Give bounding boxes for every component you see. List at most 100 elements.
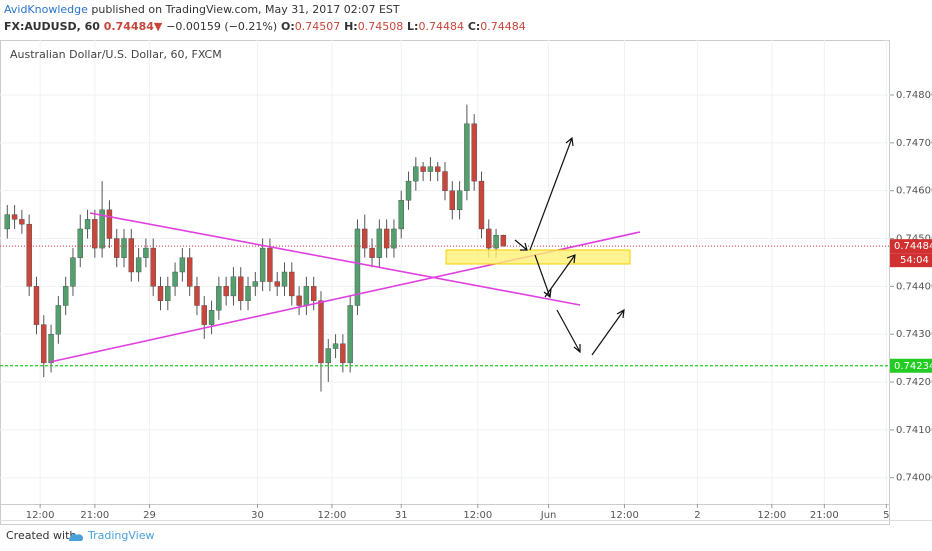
candle-body <box>413 166 419 182</box>
candle-body <box>340 343 346 364</box>
candle-body <box>201 305 207 325</box>
candle-body <box>456 190 463 211</box>
candle-body <box>11 214 18 220</box>
candle-body <box>347 305 353 364</box>
y-tick-label: 0.74800 <box>896 90 932 101</box>
brand[interactable]: TradingView <box>88 529 155 542</box>
candle-body <box>267 247 273 282</box>
x-tick-label: 31 <box>395 510 408 521</box>
published: published on TradingView.com, May 31, 20… <box>91 3 400 16</box>
last: 0.74484 <box>103 20 154 33</box>
price-label-bg <box>890 239 932 254</box>
x-tick-label: 12:00 <box>463 510 492 521</box>
candle-body <box>121 238 127 258</box>
o: 0.74507 <box>294 20 341 33</box>
candle-body <box>143 247 149 258</box>
x-tick-label: 12:00 <box>757 510 786 521</box>
x-tick-label: 12:00 <box>318 510 347 521</box>
l: 0.74484 <box>418 20 464 33</box>
candle-body <box>376 228 383 258</box>
x-tick-label: 12:00 <box>26 510 55 521</box>
candle-body <box>486 228 492 249</box>
x-tick-label: 21:00 <box>810 510 839 521</box>
x-tick-label: Jun <box>540 510 557 521</box>
change: −0.00159 (−0.21%) <box>166 20 278 33</box>
o-label: O: <box>281 20 295 33</box>
created: Created with <box>6 529 77 542</box>
l-label: L: <box>407 20 419 33</box>
c-label: C: <box>467 20 481 33</box>
candle-body <box>318 300 324 364</box>
candle-body <box>84 219 91 230</box>
author[interactable]: AvidKnowledge <box>4 3 88 16</box>
countdown: 54:04 <box>900 255 929 266</box>
candle-body <box>383 228 390 249</box>
candle-body <box>92 219 98 249</box>
x-tick-label: 30 <box>251 510 264 521</box>
header-line: AvidKnowledge published on TradingView.c… <box>4 3 400 16</box>
candle-body <box>420 166 426 172</box>
candle-body <box>310 286 317 301</box>
candle-body <box>165 286 171 301</box>
candle-body <box>325 348 331 364</box>
candle-body <box>259 247 266 282</box>
candle-body <box>362 228 368 249</box>
candle-body <box>216 286 222 311</box>
candle-body <box>238 276 244 301</box>
drawings <box>49 136 641 363</box>
candle-body <box>128 238 135 273</box>
candle-body <box>398 200 404 230</box>
candle-body <box>303 286 310 306</box>
c: 0.74484 <box>480 20 526 33</box>
candle-body <box>435 166 441 172</box>
candle-body <box>208 310 215 325</box>
candle-body <box>464 123 470 191</box>
candle-body <box>99 209 105 249</box>
candle-body <box>252 281 259 287</box>
candle-body <box>296 295 302 306</box>
candle-body <box>48 333 54 364</box>
x-tick-label: 2 <box>694 510 700 521</box>
candle-body <box>391 228 397 249</box>
candle-body <box>26 223 32 287</box>
candle-body <box>186 257 193 287</box>
candle-body <box>62 286 69 306</box>
candle-body <box>471 123 477 182</box>
candle-body <box>194 286 200 306</box>
x-tick-label: 21:00 <box>80 510 109 521</box>
price-label-bg <box>890 358 932 373</box>
candle-body <box>354 228 361 306</box>
arrows <box>514 136 625 356</box>
candle-body <box>281 271 288 287</box>
chart-title: Australian Dollar/U.S. Dollar, 60, FXCM <box>10 48 222 61</box>
candle-body <box>332 343 339 349</box>
candle-body <box>274 281 280 287</box>
candle-body <box>41 324 47 364</box>
candle-body <box>405 180 412 201</box>
price-label: 0.74484 <box>894 241 932 252</box>
candle-body <box>19 219 25 225</box>
logo <box>69 533 83 541</box>
price-label: 0.74234 <box>894 361 932 372</box>
candle-body <box>493 234 499 249</box>
candle-body <box>449 190 455 211</box>
chart: Australian Dollar/U.S. Dollar, 60, FXCM … <box>0 40 932 525</box>
candle-body <box>442 171 448 191</box>
candle-body <box>245 286 251 301</box>
time-axis <box>0 504 890 525</box>
candle-body <box>33 286 40 325</box>
h-label: H: <box>344 20 358 33</box>
candle-body <box>70 257 76 287</box>
h: 0.74508 <box>357 20 404 33</box>
countdown-bg <box>890 253 932 268</box>
candle-body <box>427 166 434 172</box>
candle-body <box>114 238 120 258</box>
